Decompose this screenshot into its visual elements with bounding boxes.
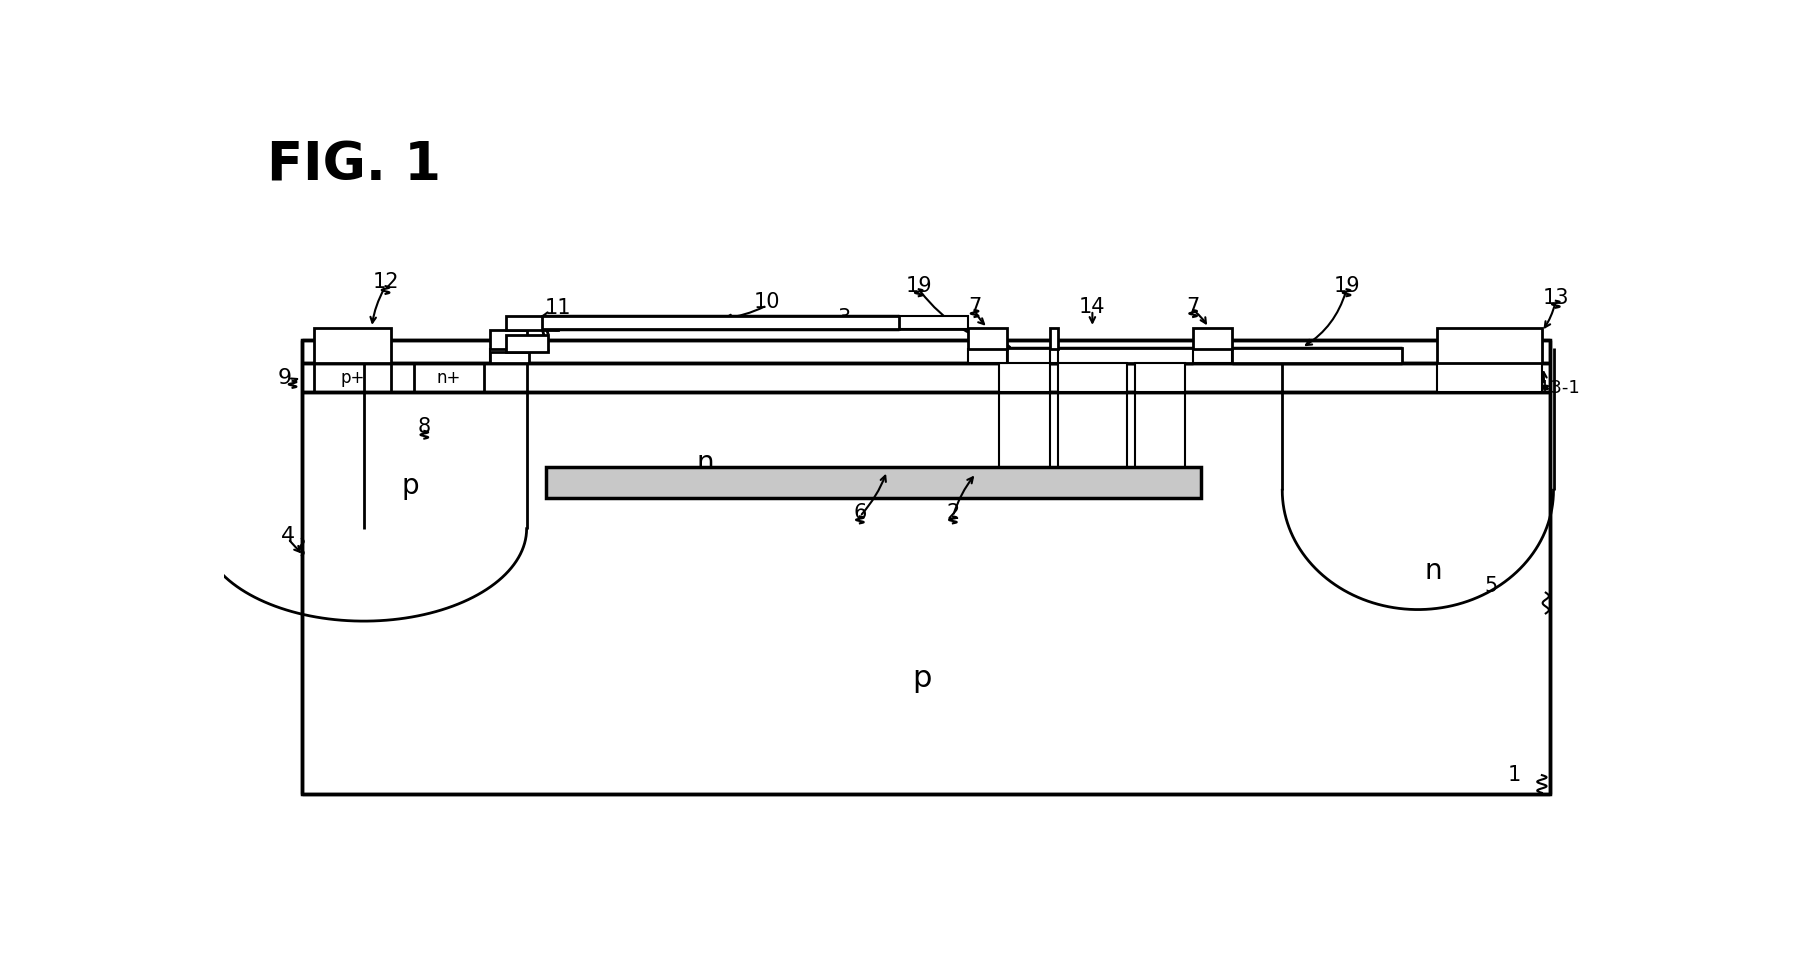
Bar	[1134, 363, 1185, 392]
Text: p+: p+	[1081, 371, 1104, 385]
Text: n: n	[1425, 558, 1441, 585]
Text: 11: 11	[544, 298, 571, 318]
Text: 12: 12	[372, 272, 398, 292]
Bar	[302, 340, 1549, 794]
Bar	[490, 330, 526, 349]
Text: 5: 5	[1484, 576, 1499, 596]
Text: 10: 10	[754, 292, 781, 311]
Text: 19: 19	[905, 276, 932, 296]
Bar	[490, 351, 530, 363]
Text: 7: 7	[968, 297, 982, 317]
Text: FIG. 1: FIG. 1	[267, 140, 442, 192]
Bar	[1438, 328, 1542, 363]
Text: 6: 6	[853, 503, 867, 523]
Text: 13: 13	[1542, 288, 1569, 307]
Text: n+: n+	[1149, 371, 1172, 385]
Bar	[1231, 347, 1402, 363]
Text: 2: 2	[946, 503, 960, 523]
Bar	[899, 316, 968, 329]
Bar	[1194, 328, 1231, 349]
Bar	[1438, 363, 1542, 392]
Text: 3: 3	[838, 308, 851, 329]
Text: n: n	[696, 450, 714, 478]
Bar	[506, 335, 547, 351]
Bar	[542, 316, 899, 329]
Text: p: p	[912, 665, 932, 694]
Text: 9: 9	[278, 368, 293, 388]
Text: 1: 1	[1508, 765, 1522, 785]
Text: n+: n+	[1479, 371, 1501, 385]
Bar	[1000, 363, 1050, 392]
Bar	[968, 349, 1007, 363]
Text: 14: 14	[1079, 297, 1106, 317]
Text: 7: 7	[1186, 297, 1199, 317]
Text: 19: 19	[1334, 276, 1361, 296]
Bar	[314, 328, 391, 363]
Text: p: p	[402, 472, 420, 500]
Bar	[1057, 363, 1127, 392]
Bar	[1050, 349, 1057, 363]
Text: n+: n+	[436, 369, 461, 387]
Bar	[968, 328, 1007, 349]
Text: 4: 4	[280, 526, 294, 547]
Text: p+: p+	[339, 369, 364, 387]
Bar	[546, 467, 1201, 498]
Bar	[1050, 328, 1057, 349]
Bar	[1194, 349, 1231, 363]
Bar	[490, 349, 526, 363]
Text: 13-1: 13-1	[1538, 378, 1580, 397]
Bar	[506, 316, 558, 330]
Bar	[1007, 347, 1194, 363]
Text: n+: n+	[1014, 371, 1036, 385]
Text: 8: 8	[418, 417, 431, 437]
